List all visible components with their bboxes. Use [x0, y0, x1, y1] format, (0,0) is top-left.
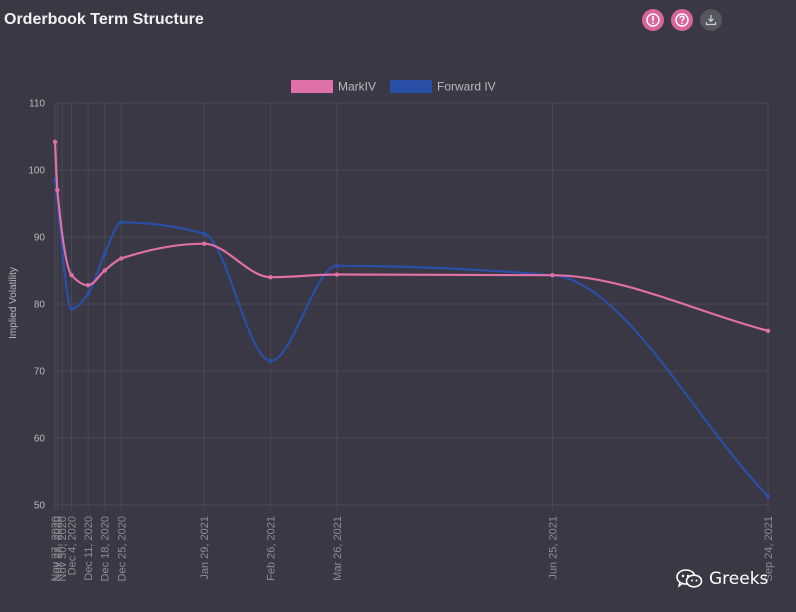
chart-grid	[54, 102, 769, 506]
x-tick-label: Dec 25, 2020	[116, 516, 128, 581]
download-icon	[705, 15, 717, 26]
data-point-markiv	[85, 283, 91, 288]
data-point-forward-iv	[102, 251, 107, 256]
x-tick-label: Sep 24, 2021	[763, 516, 775, 581]
y-tick-label: 90	[34, 233, 46, 244]
info-button[interactable]	[642, 9, 664, 31]
x-tick-label: Dec 4, 2020	[67, 516, 79, 575]
x-tick-label: Dec 18, 2020	[100, 516, 112, 581]
y-tick-label: 100	[28, 166, 45, 177]
data-point-markiv	[55, 187, 60, 193]
help-icon	[675, 13, 689, 27]
y-tick-label: 70	[34, 367, 46, 378]
data-point-markiv	[119, 256, 124, 261]
data-point-forward-iv	[69, 306, 74, 311]
y-tick-label: 50	[34, 501, 46, 512]
x-tick-label: Nov 30, 2020	[57, 516, 69, 581]
x-tick-label: Jan 29, 2021	[199, 516, 211, 580]
data-point-markiv	[202, 241, 207, 246]
data-point-forward-iv	[202, 231, 207, 236]
watermark-text: Greeks	[709, 569, 769, 589]
chart-series	[52, 139, 771, 499]
data-point-forward-iv	[765, 494, 771, 499]
data-point-markiv	[268, 275, 273, 280]
y-tick-label: 110	[29, 99, 45, 110]
data-point-markiv	[102, 268, 107, 273]
legend-label: Forward IV	[437, 80, 496, 94]
legend-swatch	[291, 80, 333, 93]
x-tick-label: Feb 26, 2021	[266, 516, 278, 581]
data-point-forward-iv	[268, 358, 273, 364]
data-point-markiv	[52, 139, 58, 145]
data-point-forward-iv	[119, 220, 124, 225]
x-tick-label: Dec 11, 2020	[83, 516, 95, 581]
page-title: Orderbook Term Structure	[4, 11, 204, 28]
data-point-markiv	[69, 272, 74, 278]
y-tick-label: 60	[34, 434, 46, 445]
download-button[interactable]	[700, 9, 722, 31]
data-point-markiv	[550, 272, 555, 278]
data-point-markiv	[334, 272, 340, 277]
data-point-forward-iv	[85, 291, 91, 297]
series-line-forward-iv	[53, 179, 769, 498]
help-button[interactable]	[671, 9, 693, 31]
data-point-markiv	[765, 328, 771, 333]
legend-swatch	[390, 80, 432, 93]
y-tick-label: 80	[34, 300, 46, 311]
x-tick-label: Nov 27, 2020	[50, 516, 62, 581]
y-axis-label: Implied Volatility	[8, 267, 19, 339]
x-tick-label: Nov 28, 2020	[52, 516, 64, 581]
y-axis: 50 60 70 80 90 100 110	[28, 99, 45, 512]
info-icon	[646, 13, 660, 27]
watermark: Greeks	[676, 568, 768, 590]
data-point-forward-iv	[334, 263, 340, 269]
legend-label: MarkIV	[338, 80, 376, 94]
wechat-icon	[676, 569, 703, 588]
x-tick-label: Mar 26, 2021	[332, 516, 344, 581]
chart-legend: MarkIV Forward IV	[291, 80, 496, 94]
x-tick-label: Jun 25, 2021	[547, 516, 559, 580]
